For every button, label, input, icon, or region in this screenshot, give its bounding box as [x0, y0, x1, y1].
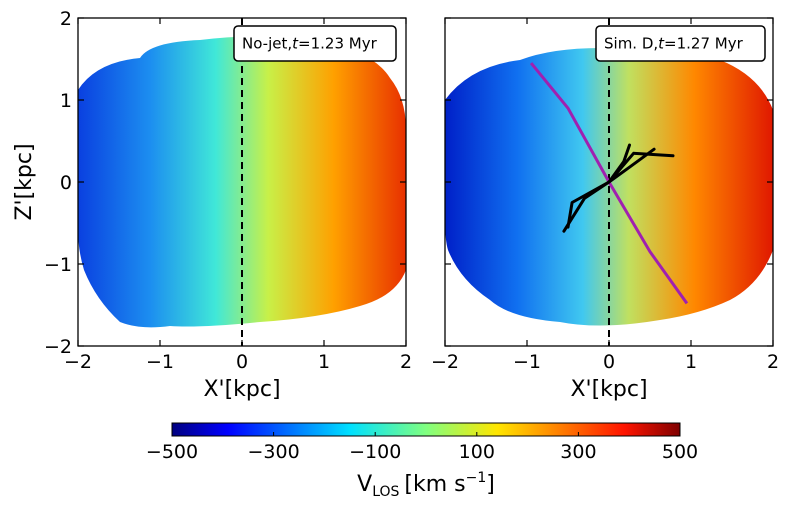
- left-annotation-box: No-jet,t=1.23 Myr: [233, 25, 397, 62]
- y-axis-label: Z'[kpc]: [12, 143, 37, 220]
- x-tick-label: 0: [236, 351, 248, 373]
- jet-path: [607, 147, 656, 184]
- colorbar-tick-label: −100: [349, 441, 401, 463]
- jet-path: [566, 180, 611, 229]
- left-x-axis-label: X'[kpc]: [203, 377, 280, 402]
- x-tick-label: 2: [767, 351, 779, 373]
- y-tick-label: 0: [60, 172, 72, 194]
- colorbar-ticks: −500 −300 −100 100 300 500: [146, 432, 698, 463]
- y-tick-label: 2: [60, 8, 72, 30]
- right-ticks: −2 −1 0 1 2: [431, 17, 779, 373]
- x-tick-label: −1: [146, 351, 174, 373]
- x-tick-label: 0: [603, 351, 615, 373]
- colorbar-tick-label: 500: [662, 441, 698, 463]
- x-tick-label: −2: [431, 351, 459, 373]
- y-tick-label: −2: [44, 336, 72, 358]
- right-annotation-text: Sim. D,t=1.27 Myr: [604, 35, 744, 53]
- colorbar: −500 −300 −100 100 300 500 VLOS [km s−1]: [146, 422, 698, 500]
- right-x-axis-label: X'[kpc]: [570, 377, 647, 402]
- left-ticks: −2 −1 0 1 2 −2 −1 0 1 2: [44, 8, 412, 373]
- x-tick-label: −1: [513, 351, 541, 373]
- colorbar-tick-label: −300: [248, 441, 300, 463]
- colorbar-tick-label: 300: [560, 441, 596, 463]
- y-tick-label: 1: [60, 90, 72, 112]
- left-annotation-text: No-jet,t=1.23 Myr: [242, 35, 378, 53]
- jet-path: [607, 143, 631, 184]
- right-annotation-box: Sim. D,t=1.27 Myr: [595, 25, 766, 62]
- colorbar-gradient: [171, 422, 681, 437]
- x-tick-label: 2: [400, 351, 412, 373]
- x-tick-label: 1: [318, 351, 330, 373]
- x-tick-label: 1: [685, 351, 697, 373]
- colorbar-tick-label: 100: [459, 441, 495, 463]
- right-panel: −2 −1 0 1 2 Sim. D,t=1.27 Myr X'[kpc]: [431, 17, 779, 402]
- jet-paths: [562, 143, 675, 233]
- x-tick-label: −2: [64, 351, 92, 373]
- y-tick-label: −1: [44, 254, 72, 276]
- colorbar-tick-label: −500: [146, 441, 198, 463]
- left-panel: −2 −1 0 1 2 −2 −1 0 1 2 No-jet,t=1.23 Myr X'[kpc]…: [12, 8, 412, 402]
- left-velocity-field: [78, 36, 406, 328]
- colorbar-label: VLOS [km s−1]: [357, 470, 495, 500]
